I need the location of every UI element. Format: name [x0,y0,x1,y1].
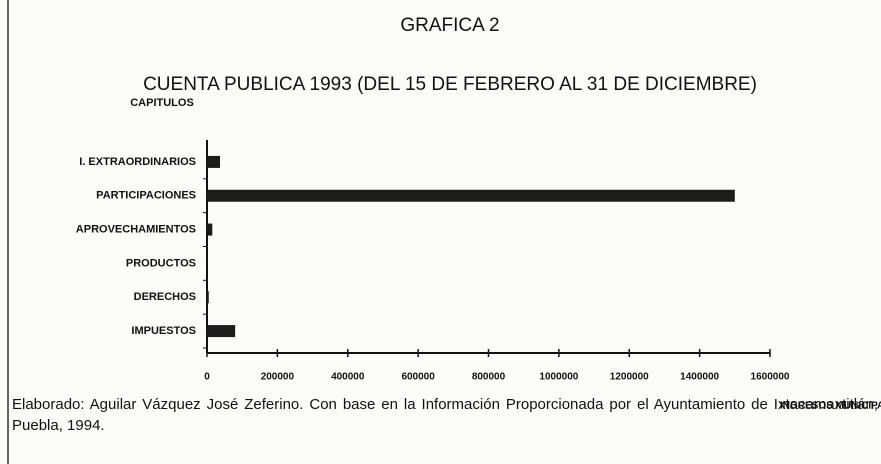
bar [207,223,213,236]
y-tick-label: PARTICIPACIONES [96,190,196,202]
x-tick-label: 1000000 [539,372,578,383]
bar [207,155,221,168]
x-axis-label: INGRESOS MUNICIPALES [780,401,881,412]
y-tick-label: PRODUCTOS [126,257,196,269]
y-tick-label: DERECHOS [134,291,196,303]
x-tick-label: 1200000 [610,372,649,383]
source-note: Elaborado: Aguilar Vázquez José Zeferino… [12,396,878,434]
chart-subtitle: CUENTA PUBLICA 1993 (DEL 15 DE FEBRERO A… [143,74,757,95]
x-tick-label: 200000 [261,372,295,383]
y-tick-label: I. EXTRAORDINARIOS [79,156,196,168]
x-tick-label: 0 [204,372,210,383]
y-axis-label: CAPITULOS [130,97,194,109]
y-tick-label: APROVECHAMIENTOS [76,223,196,235]
x-tick-label: 800000 [472,372,506,383]
y-tick-label: IMPUESTOS [131,325,196,337]
bar [207,325,236,338]
bar [207,189,735,202]
x-tick-label: 1600000 [751,372,790,383]
x-tick-label: 400000 [331,372,365,383]
bar [207,257,208,270]
x-tick-label: 1400000 [680,372,719,383]
bar [207,291,209,304]
x-tick-label: 600000 [401,372,435,383]
chart-title: GRAFICA 2 [400,15,499,36]
